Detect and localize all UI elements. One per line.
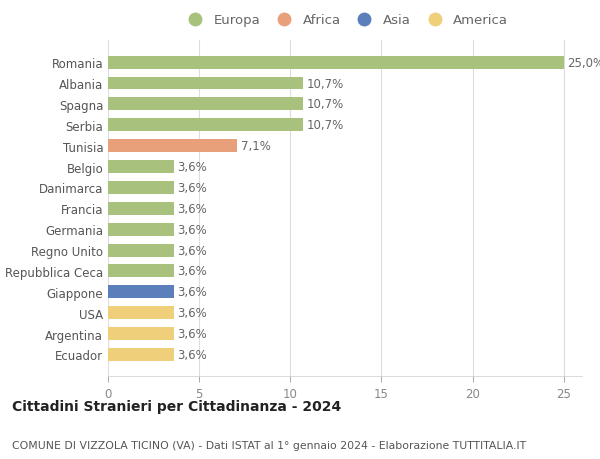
- Text: 3,6%: 3,6%: [177, 265, 207, 278]
- Text: 3,6%: 3,6%: [177, 307, 207, 319]
- Text: COMUNE DI VIZZOLA TICINO (VA) - Dati ISTAT al 1° gennaio 2024 - Elaborazione TUT: COMUNE DI VIZZOLA TICINO (VA) - Dati IST…: [12, 440, 526, 450]
- Bar: [108, 119, 303, 132]
- Bar: [108, 307, 173, 319]
- Bar: [108, 161, 173, 174]
- Bar: [108, 223, 173, 236]
- Bar: [108, 98, 303, 111]
- Text: 7,1%: 7,1%: [241, 140, 271, 153]
- Bar: [108, 56, 564, 69]
- Text: 10,7%: 10,7%: [307, 78, 344, 90]
- Bar: [108, 285, 173, 299]
- Text: 3,6%: 3,6%: [177, 181, 207, 195]
- Text: 3,6%: 3,6%: [177, 327, 207, 340]
- Text: 3,6%: 3,6%: [177, 223, 207, 236]
- Text: 10,7%: 10,7%: [307, 119, 344, 132]
- Bar: [108, 327, 173, 340]
- Text: 3,6%: 3,6%: [177, 348, 207, 361]
- Legend: Europa, Africa, Asia, America: Europa, Africa, Asia, America: [182, 14, 508, 28]
- Bar: [108, 182, 173, 195]
- Text: 25,0%: 25,0%: [568, 56, 600, 69]
- Text: 3,6%: 3,6%: [177, 202, 207, 215]
- Bar: [108, 140, 238, 153]
- Bar: [108, 244, 173, 257]
- Text: 10,7%: 10,7%: [307, 98, 344, 111]
- Bar: [108, 265, 173, 278]
- Text: 3,6%: 3,6%: [177, 244, 207, 257]
- Text: 3,6%: 3,6%: [177, 161, 207, 174]
- Text: Cittadini Stranieri per Cittadinanza - 2024: Cittadini Stranieri per Cittadinanza - 2…: [12, 399, 341, 413]
- Text: 3,6%: 3,6%: [177, 285, 207, 299]
- Bar: [108, 202, 173, 215]
- Bar: [108, 348, 173, 361]
- Bar: [108, 78, 303, 90]
